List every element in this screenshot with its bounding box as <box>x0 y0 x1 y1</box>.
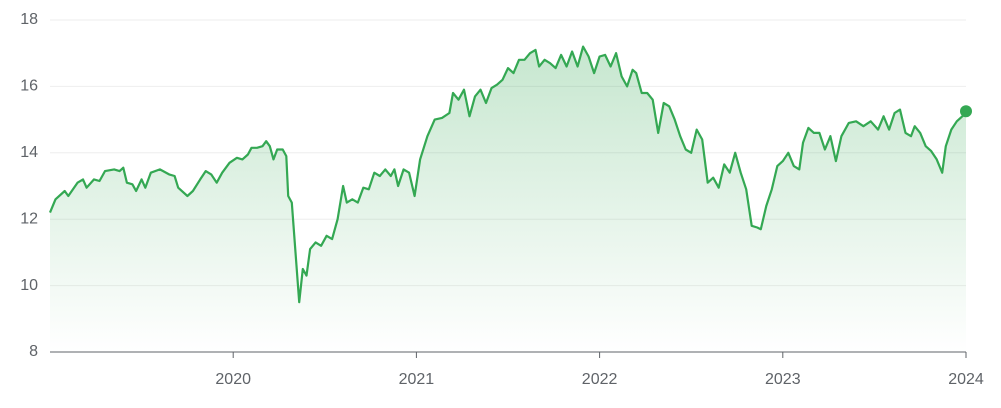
area-fill <box>50 46 966 352</box>
x-tick-label: 2023 <box>765 371 801 388</box>
x-tick-label: 2024 <box>948 371 984 388</box>
y-tick-label: 14 <box>20 144 38 161</box>
end-dot <box>960 105 972 118</box>
y-tick-label: 10 <box>20 277 38 294</box>
y-tick-label: 12 <box>20 210 38 227</box>
y-tick-label: 8 <box>29 343 38 360</box>
y-tick-label: 16 <box>20 78 38 95</box>
x-tick-label: 2020 <box>215 371 251 388</box>
x-tick-label: 2022 <box>582 371 618 388</box>
x-tick-label: 2021 <box>399 371 435 388</box>
y-tick-label: 18 <box>20 11 38 28</box>
price-line <box>48 45 967 304</box>
